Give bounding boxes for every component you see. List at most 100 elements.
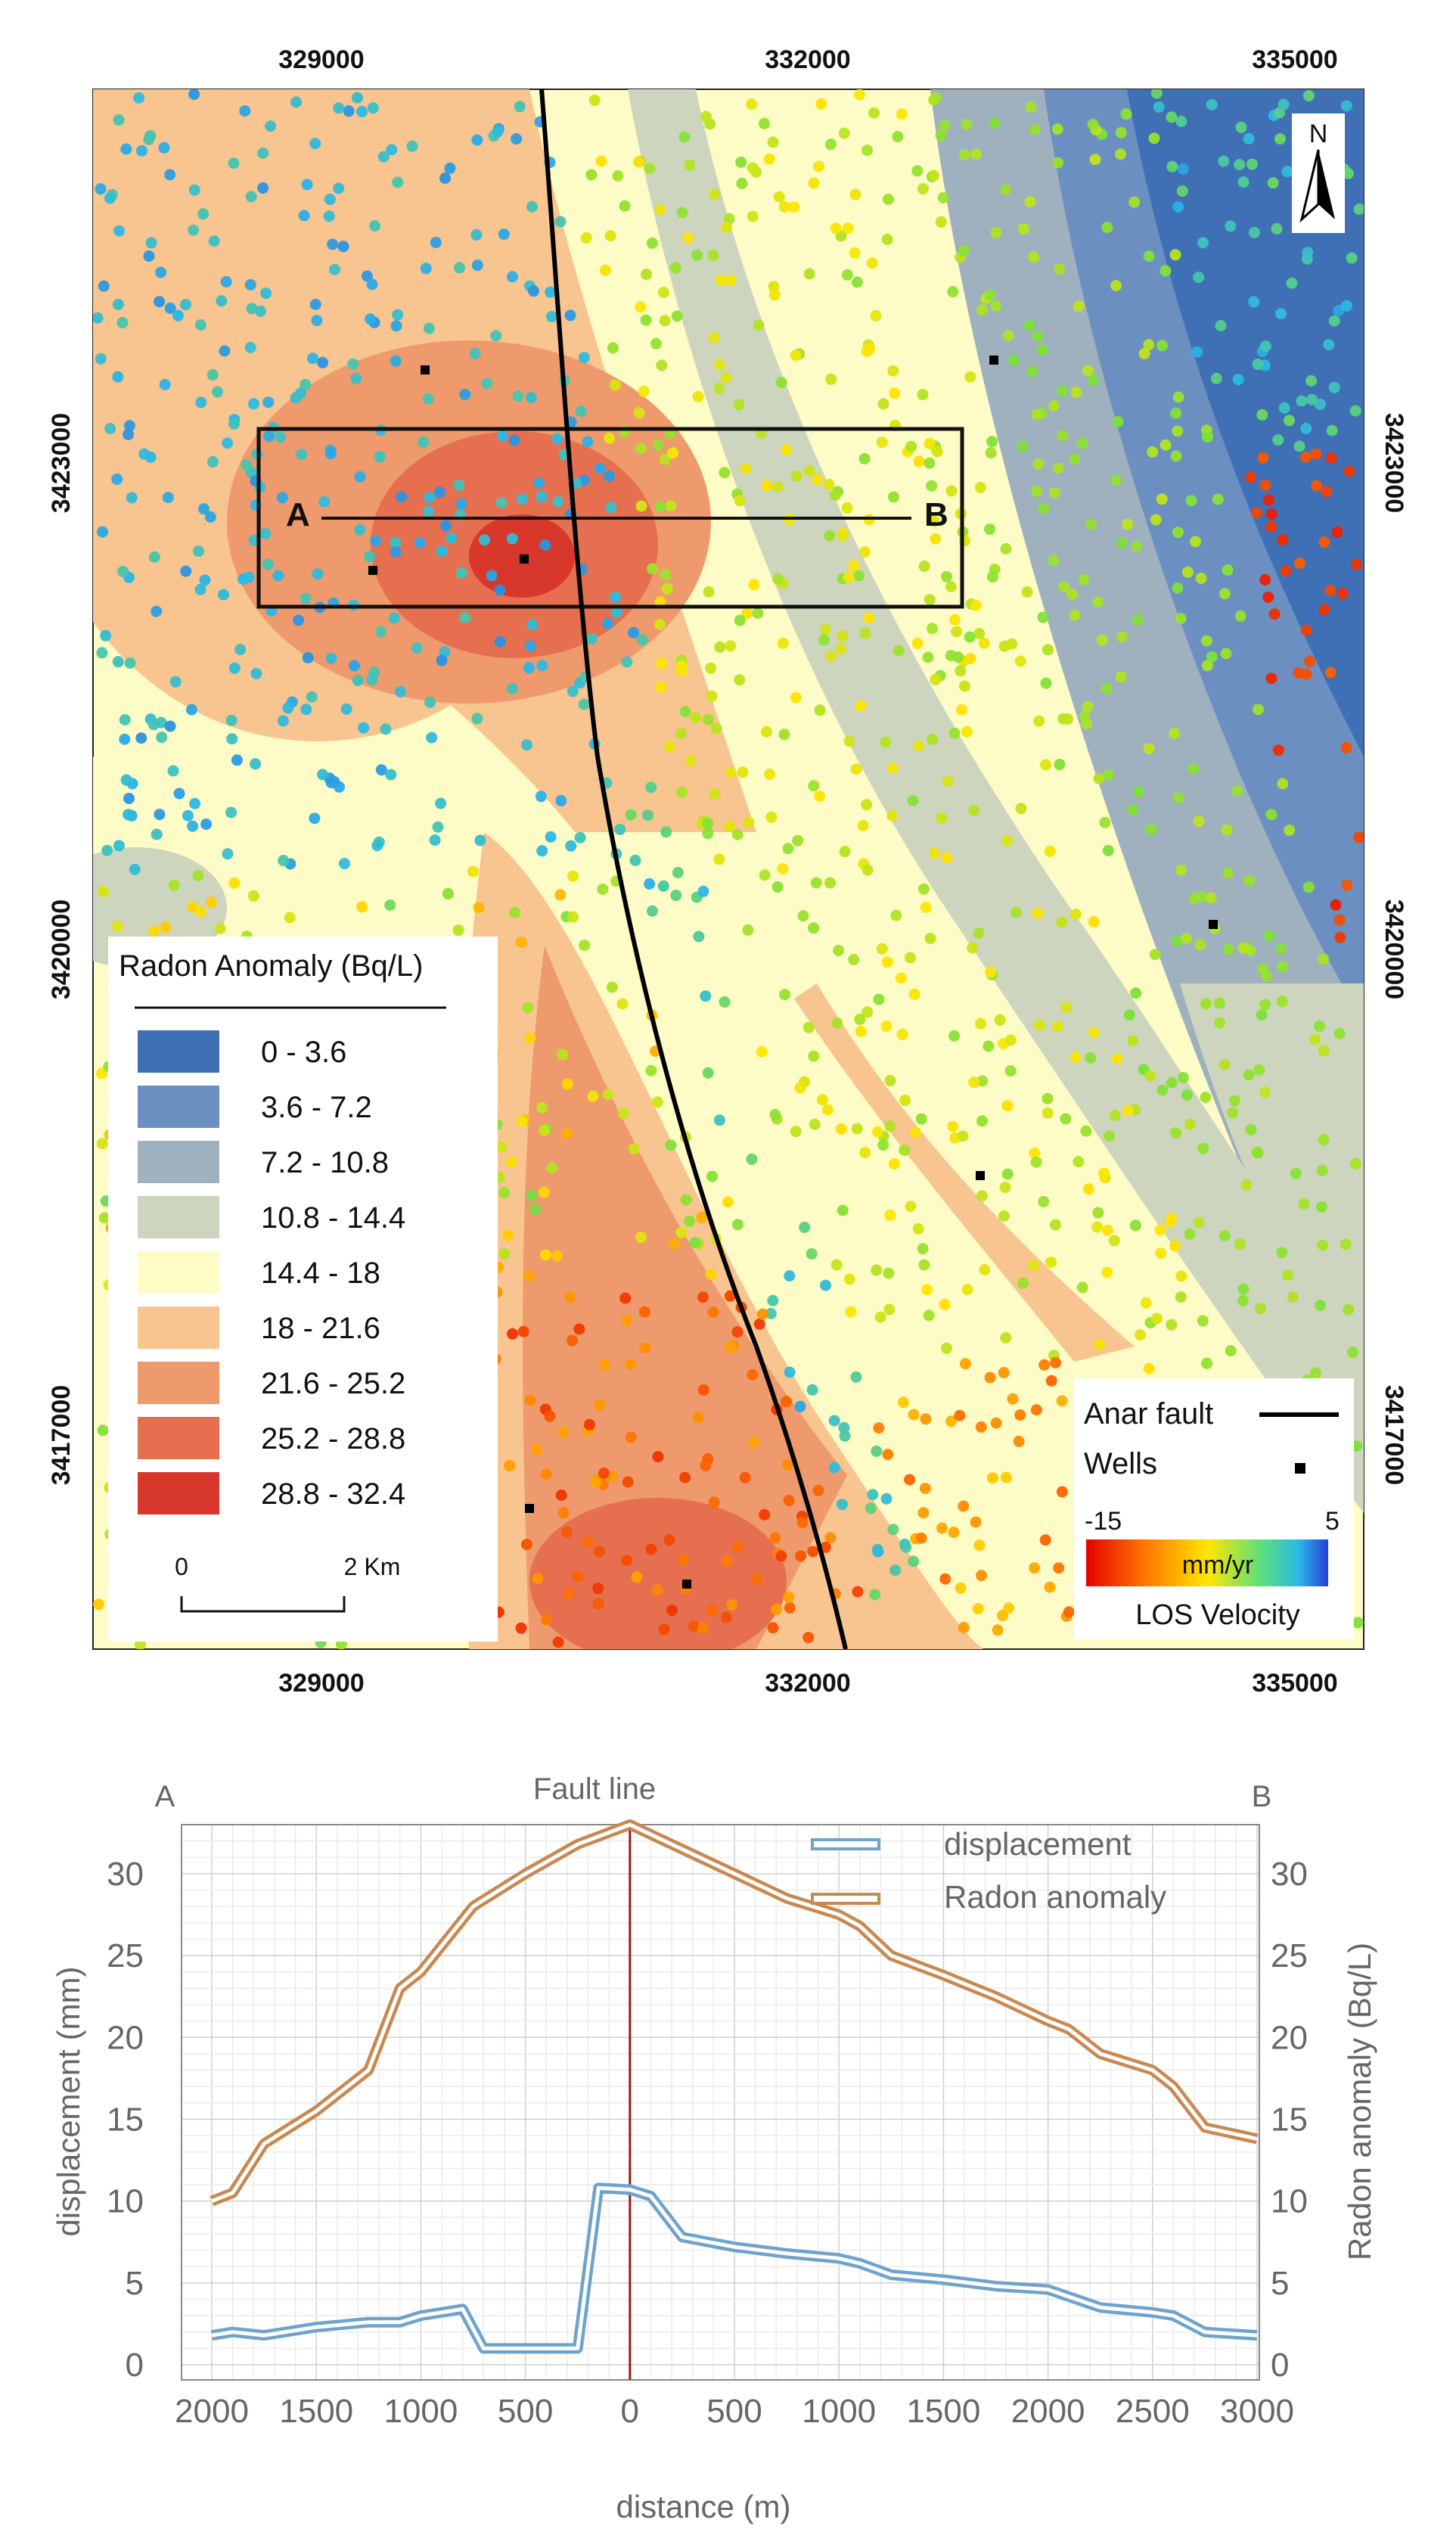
los-point	[803, 1021, 815, 1033]
los-point	[769, 1108, 781, 1120]
los-point	[1172, 425, 1184, 437]
los-point	[1110, 474, 1122, 486]
los-point	[1004, 1034, 1017, 1046]
profile-end-label: B	[924, 496, 948, 533]
los-point	[974, 482, 986, 493]
los-point	[697, 1291, 709, 1303]
los-point	[1073, 1156, 1085, 1168]
los-point	[781, 1396, 793, 1408]
los-point	[918, 561, 930, 572]
los-point	[1042, 1107, 1054, 1119]
los-point	[1268, 608, 1281, 620]
los-point	[1156, 340, 1168, 352]
los-point	[842, 222, 854, 235]
los-point	[721, 1555, 733, 1567]
los-point	[994, 1014, 1006, 1026]
los-point	[1195, 573, 1207, 584]
los-point	[104, 192, 116, 204]
x-tick-label: 3000	[1220, 2393, 1294, 2430]
los-point	[1275, 308, 1287, 320]
los-point	[1021, 586, 1033, 598]
los-point	[610, 606, 622, 618]
los-point	[660, 569, 672, 581]
los-point	[924, 437, 936, 449]
los-point	[803, 268, 815, 280]
radon-class-label: 10.8 - 14.4	[261, 1201, 405, 1235]
los-point	[95, 1067, 107, 1080]
los-point	[1277, 98, 1290, 110]
los-point	[1275, 943, 1287, 955]
los-point	[1191, 346, 1203, 358]
los-point	[731, 828, 744, 840]
los-point	[631, 1571, 643, 1583]
los-point	[964, 371, 976, 383]
los-point	[155, 266, 167, 278]
los-point	[113, 840, 125, 852]
los-point	[1150, 514, 1162, 526]
los-point	[719, 996, 731, 1008]
los-point	[1076, 1281, 1088, 1294]
los-point	[1048, 400, 1060, 412]
los-point	[1267, 177, 1279, 189]
los-point	[999, 1182, 1011, 1194]
los-point	[564, 1291, 576, 1303]
los-point	[1219, 588, 1231, 600]
los-point	[311, 315, 323, 327]
los-point	[759, 869, 771, 881]
los-point	[1115, 671, 1127, 683]
los-point	[1321, 486, 1333, 498]
los-point	[1194, 939, 1206, 951]
los-point	[1066, 589, 1078, 601]
los-point	[1029, 1562, 1041, 1574]
los-point	[164, 720, 176, 732]
los-point	[1328, 381, 1340, 393]
los-point	[546, 311, 557, 323]
los-point	[855, 700, 867, 712]
los-point	[1222, 867, 1234, 879]
los-point	[545, 831, 557, 843]
los-point	[1096, 634, 1108, 646]
los-point	[1300, 423, 1312, 434]
los-point	[112, 298, 124, 310]
los-point	[1042, 644, 1054, 656]
los-point	[1028, 1260, 1040, 1272]
los-point	[919, 1483, 931, 1494]
los-point	[98, 1212, 110, 1224]
los-point	[725, 640, 737, 652]
los-point	[1062, 713, 1074, 725]
los-point	[845, 1306, 857, 1318]
los-point	[1293, 557, 1305, 569]
los-point	[509, 906, 521, 918]
x-tick-label: 1000	[383, 2393, 458, 2430]
los-point	[143, 250, 155, 262]
los-point	[1036, 344, 1048, 356]
los-point	[1299, 451, 1312, 463]
x-tick-label: 1500	[906, 2393, 980, 2430]
los-point	[188, 184, 200, 196]
los-point	[390, 536, 402, 548]
los-point	[929, 847, 941, 859]
los-point	[180, 299, 191, 311]
los-point	[896, 108, 908, 120]
los-point	[851, 276, 863, 288]
los-point	[380, 723, 392, 735]
los-point	[587, 1090, 599, 1102]
los-point	[1309, 1033, 1321, 1045]
los-point	[455, 567, 467, 579]
los-point	[329, 263, 341, 275]
los-point	[663, 1534, 675, 1546]
los-point	[1184, 1118, 1196, 1130]
los-point	[1265, 520, 1277, 533]
los-point	[444, 162, 456, 174]
los-point	[204, 511, 216, 523]
los-point	[753, 319, 765, 331]
los-point	[219, 345, 231, 357]
los-point	[520, 1539, 532, 1551]
los-point	[854, 1014, 866, 1025]
los-point	[1175, 864, 1187, 876]
los-point	[1080, 1125, 1092, 1137]
los-point	[539, 539, 551, 551]
los-point	[610, 592, 622, 604]
los-point	[120, 143, 132, 155]
los-point	[636, 634, 648, 646]
